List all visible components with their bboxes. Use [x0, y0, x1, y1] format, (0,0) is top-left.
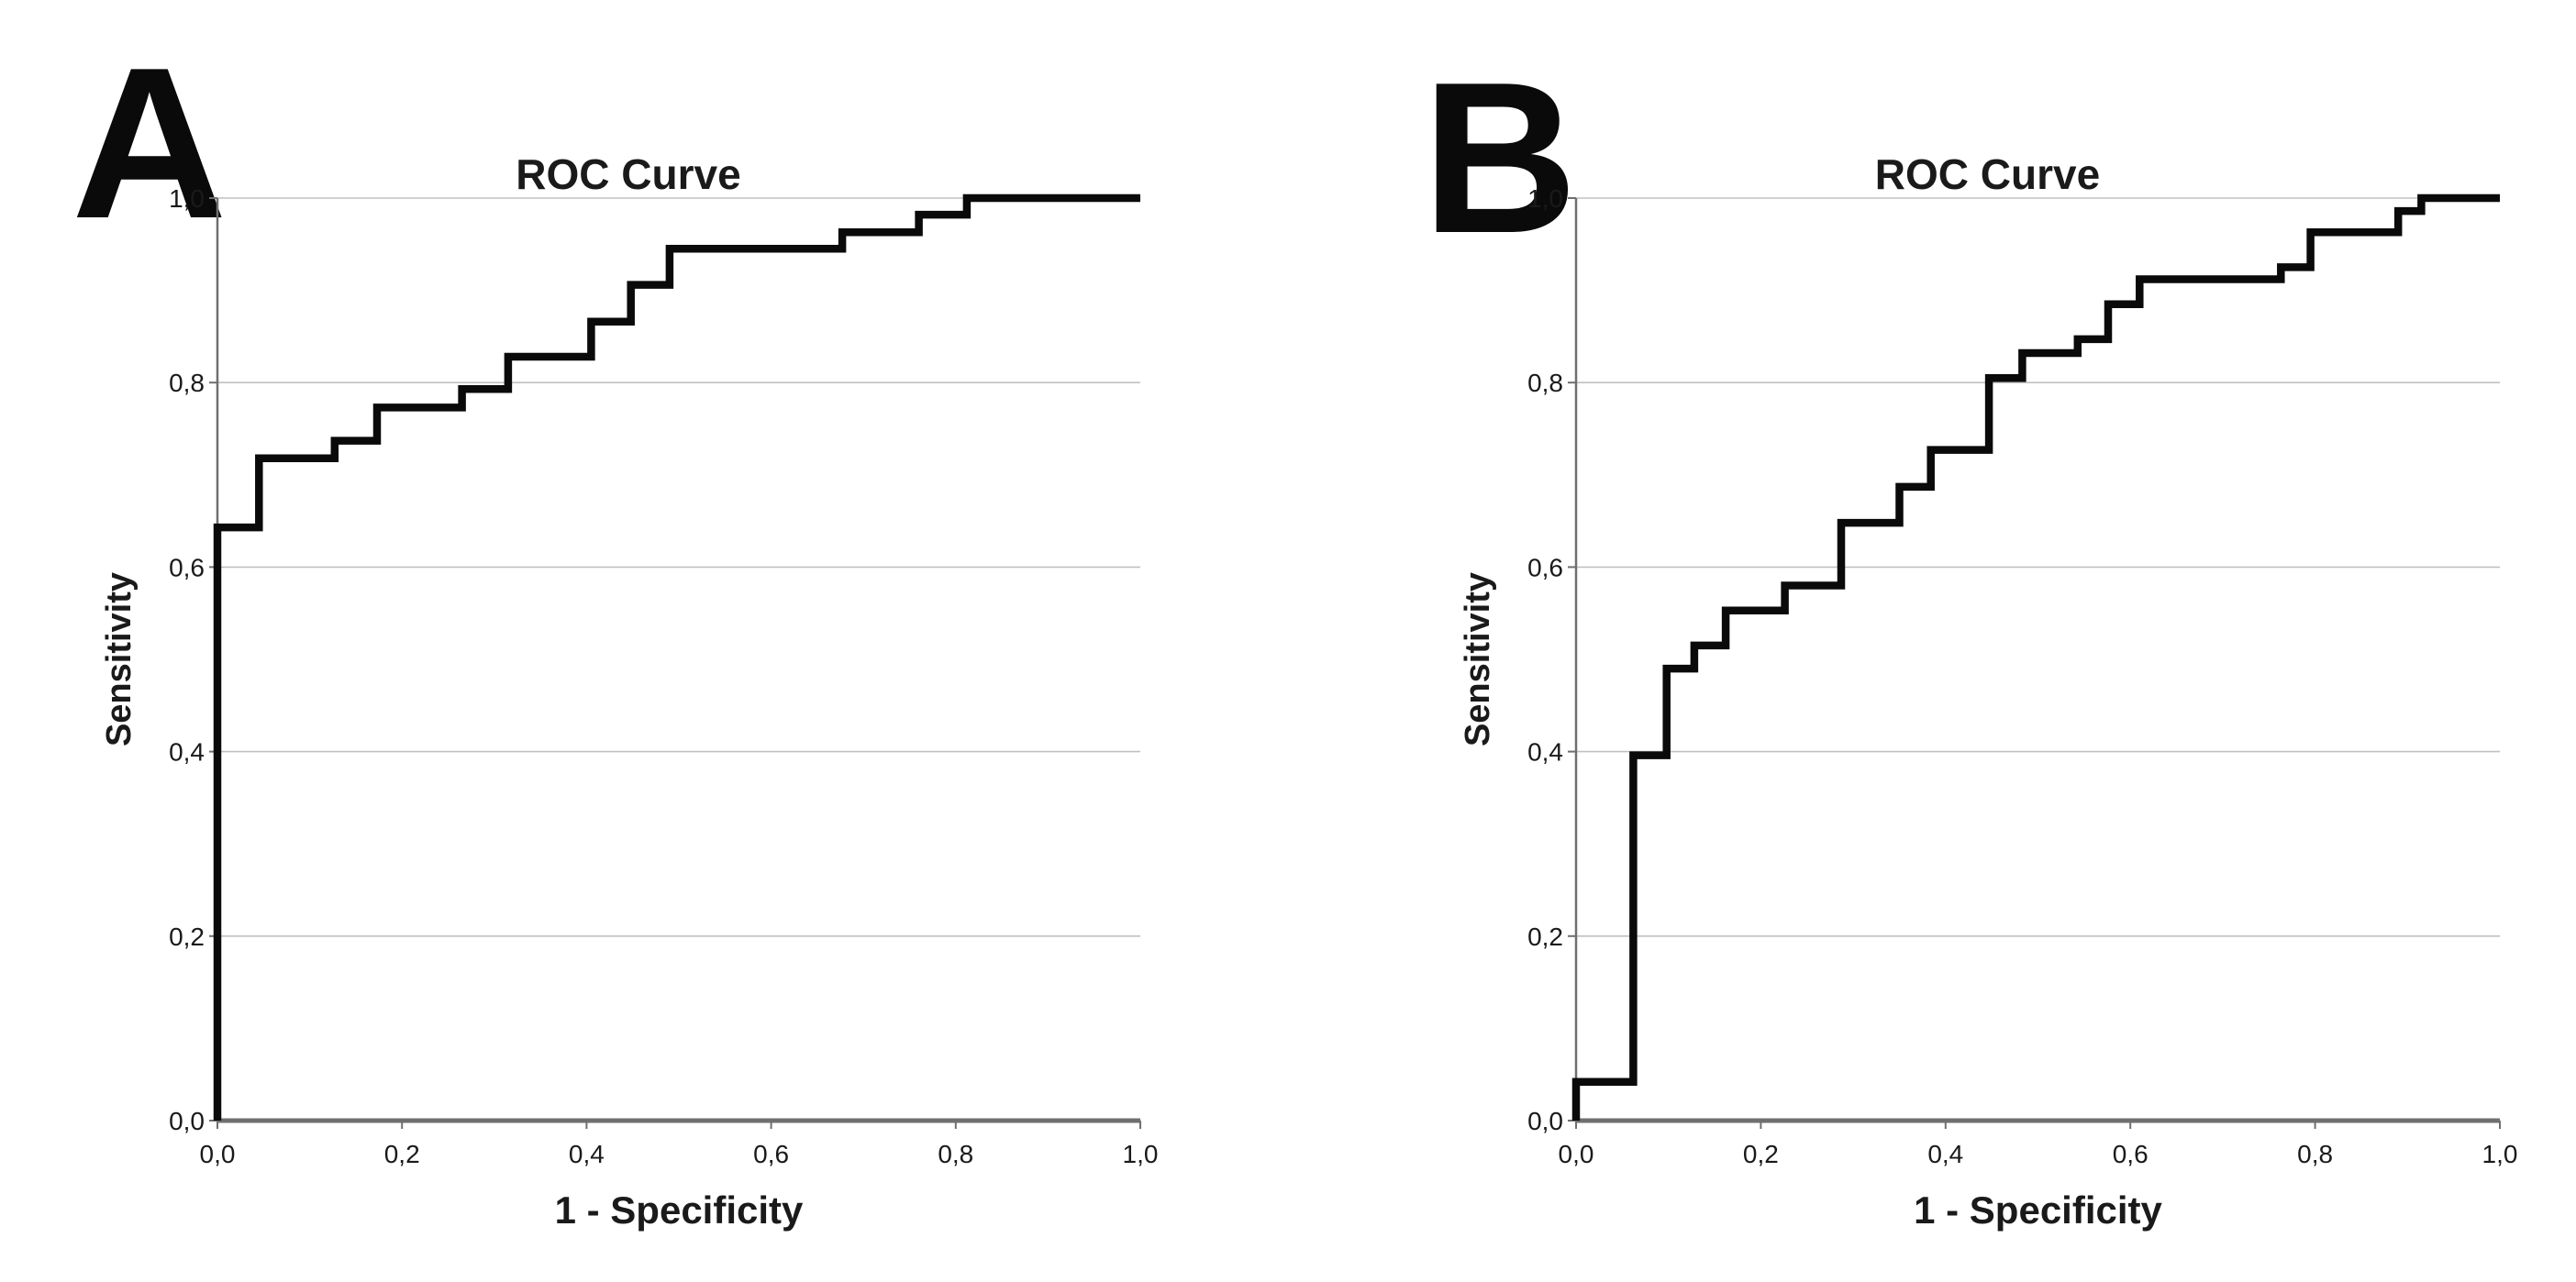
x-tick-label: 0,2 [384, 1140, 420, 1168]
y-tick-label: 0,6 [1527, 553, 1563, 581]
x-tick-label: 0,8 [938, 1140, 973, 1168]
y-tick-label: 0,0 [169, 1107, 205, 1135]
y-tick-label: 0,6 [169, 553, 205, 581]
x-tick-label: 0,0 [1559, 1140, 1594, 1168]
x-tick-label: 0,8 [2297, 1140, 2333, 1168]
x-tick-label: 0,0 [200, 1140, 236, 1168]
y-tick-label: 1,0 [1527, 184, 1563, 213]
x-tick-label: 1,0 [1123, 1140, 1159, 1168]
roc-chart-b: 0,0 0,2 0,4 0,6 0,8 1,0 0,0 0,2 0,4 0,6 0,8 1,0 ROC … [1459, 150, 2518, 1232]
x-tick-label: 0,4 [569, 1140, 605, 1168]
y-axis-title: Sensitivity [1459, 572, 1497, 746]
panel-letter-b: B [1422, 37, 1578, 278]
x-tick-label: 0,2 [1743, 1140, 1779, 1168]
chart-title: ROC Curve [516, 150, 740, 198]
panel-letter-a: A [72, 22, 228, 263]
roc-curve-line [213, 193, 1140, 1121]
panel-b: B 0,0 0,2 0,4 0,6 0,8 1,0 0,0 0,2 0,4 0,6 0,8 1,0 RO… [1288, 0, 2576, 1282]
y-tick-label: 1,0 [169, 184, 205, 213]
roc-chart-a: 0,0 0,2 0,4 0,6 0,8 1,0 0,0 0,2 0,4 0,6 0,8 1,0 ROC … [100, 150, 1159, 1232]
roc-curve-line [1571, 193, 2500, 1121]
y-axis-title: Sensitivity [100, 572, 139, 746]
chart-title: ROC Curve [1875, 150, 2100, 198]
y-tick-label: 0,8 [1527, 369, 1563, 397]
y-tick-label: 0,4 [1527, 738, 1563, 767]
x-tick-label: 0,6 [753, 1140, 789, 1168]
y-tick-label: 0,8 [169, 369, 205, 397]
x-tick-label: 0,4 [1927, 1140, 1963, 1168]
x-tick-label: 1,0 [2482, 1140, 2518, 1168]
x-axis-title: 1 - Specificity [1914, 1188, 2162, 1232]
y-tick-label: 0,2 [169, 923, 205, 951]
panel-a: A 0,0 0,2 0,4 0,6 0,8 1,0 0,0 0,2 0,4 0,6 0,8 1,0 RO… [72, 22, 1159, 1232]
y-tick-label: 0,2 [1527, 923, 1563, 951]
x-tick-label: 0,6 [2113, 1140, 2149, 1168]
y-tick-label: 0,4 [169, 738, 205, 767]
x-axis-title: 1 - Specificity [555, 1188, 804, 1232]
y-tick-label: 0,0 [1527, 1107, 1563, 1135]
